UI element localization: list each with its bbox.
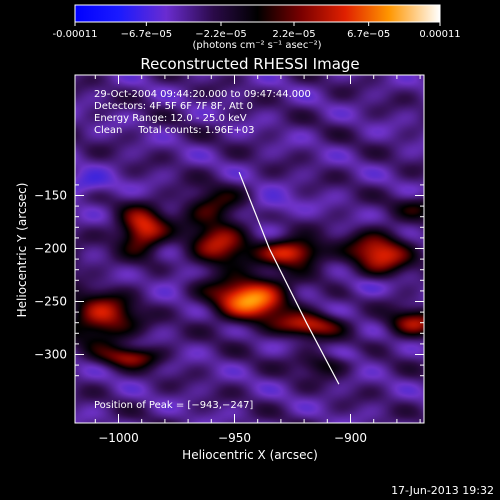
- annotation-time: 29-Oct-2004 09:44:20.000 to 09:47:44.000: [94, 89, 311, 100]
- peak-position-label: Position of Peak = [−943,−247]: [94, 400, 253, 411]
- y-axis-label: Heliocentric Y (arcsec): [15, 183, 29, 318]
- annotation-block: 29-Oct-2004 09:44:20.000 to 09:47:44.000…: [94, 89, 311, 136]
- y-tick-label: −300: [34, 348, 67, 362]
- colorbar-tick-label: 2.2e−05: [272, 29, 315, 40]
- x-tick-label: −950: [218, 431, 251, 445]
- annotation-energy: Energy Range: 12.0 - 25.0 keV: [94, 113, 247, 124]
- annotation-counts: Clean Total counts: 1.96E+03: [94, 125, 254, 136]
- colorbar-tick-label: -0.00011: [53, 29, 98, 40]
- x-tick-label: −1000: [98, 431, 139, 445]
- axis-ticks: −1000 −950 −900 −300 −250 −200 −150: [34, 75, 424, 445]
- y-tick-label: −150: [34, 189, 67, 203]
- colorbar-tick-label: −6.7e−05: [121, 29, 173, 40]
- x-tick-label: −900: [334, 431, 367, 445]
- solar-limb-curve: [238, 171, 340, 385]
- annotation-detectors: Detectors: 4F 5F 6F 7F 8F, Att 0: [94, 101, 253, 112]
- colorbar-tick-label: −2.2e−05: [195, 29, 247, 40]
- timestamp: 17-Jun-2013 19:32: [391, 484, 494, 497]
- y-tick-label: −200: [34, 242, 67, 256]
- heatmap-image: [75, 75, 424, 423]
- colorbar-tick-label: 6.7e−05: [347, 29, 390, 40]
- colorbar-unit-label: (photons cm⁻² s⁻¹ asec⁻²): [192, 40, 321, 51]
- y-tick-label: −250: [34, 295, 67, 309]
- chart-title: Reconstructed RHESSI Image: [140, 55, 359, 73]
- colorbar-tick-label: 0.00011: [419, 29, 460, 40]
- x-axis-label: Heliocentric X (arcsec): [182, 448, 318, 462]
- colorbar-ticks: -0.00011 −6.7e−05 −2.2e−05 2.2e−05 6.7e−05 0.…: [53, 22, 461, 40]
- colorbar: [74, 4, 441, 23]
